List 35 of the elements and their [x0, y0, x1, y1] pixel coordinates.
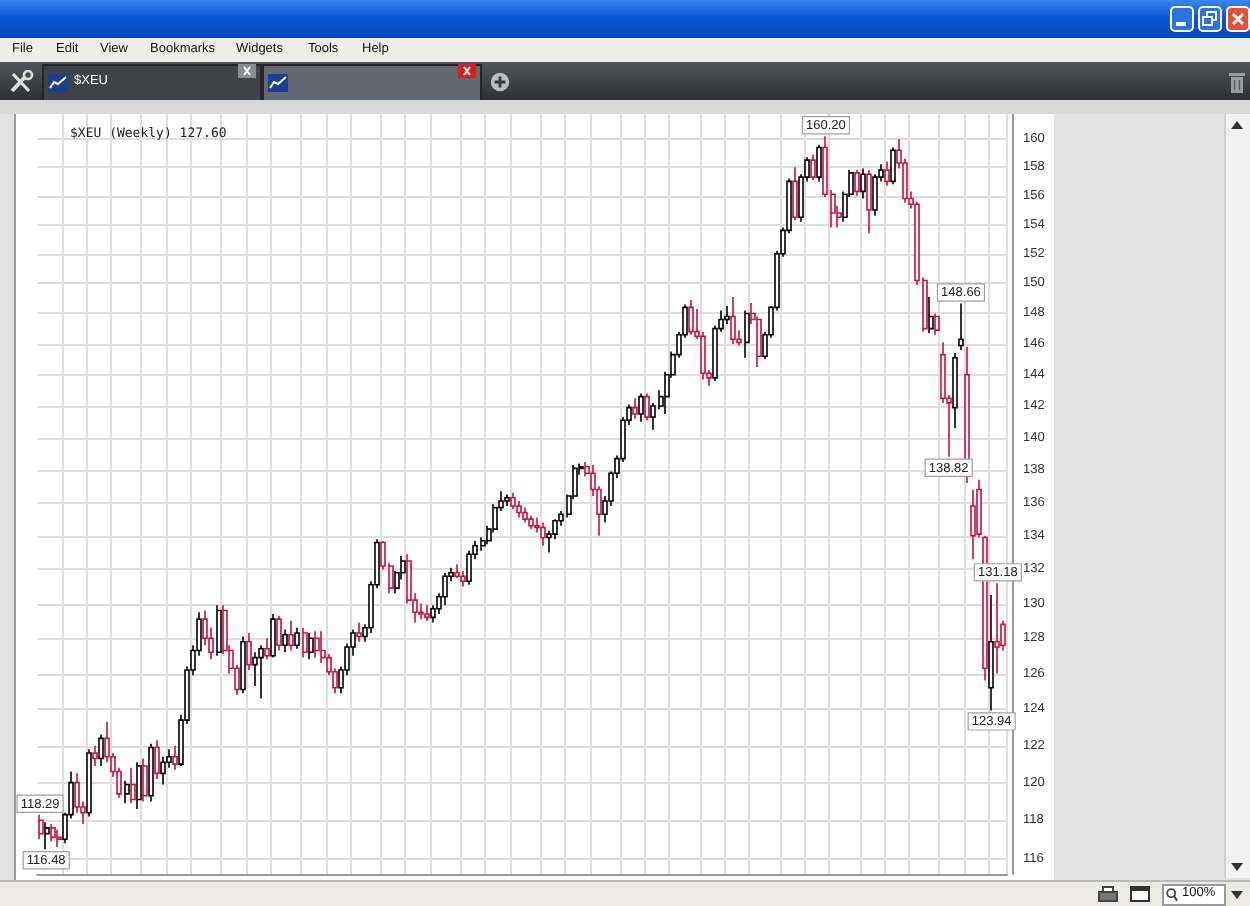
candlestick: [522, 506, 528, 524]
candlestick: [442, 572, 448, 607]
candlestick: [504, 493, 510, 507]
candlestick: [454, 563, 460, 579]
candlestick: [632, 397, 638, 420]
candlestick: [50, 823, 56, 843]
candlestick: [148, 743, 154, 803]
candlestick: [130, 767, 136, 805]
candlestick: [730, 296, 736, 345]
candlestick: [866, 169, 872, 235]
candlestick: [136, 761, 142, 810]
candlestick: [688, 299, 694, 336]
candlestick: [276, 614, 282, 652]
candlestick: [86, 748, 92, 818]
candlestick: [240, 635, 246, 694]
candlestick: [854, 169, 860, 197]
candlestick: [644, 392, 650, 422]
candlestick: [270, 613, 276, 659]
candlestick: [288, 620, 294, 652]
candlestick: [424, 604, 430, 622]
candlestick: [258, 644, 264, 700]
candlestick: [528, 515, 534, 530]
candlestick: [294, 627, 300, 650]
candlestick: [810, 153, 816, 181]
candlestick: [744, 309, 750, 359]
candlestick: [516, 500, 522, 519]
candlestick: [314, 630, 320, 659]
candlestick: [970, 488, 976, 561]
candlestick: [302, 627, 308, 659]
candlestick: [216, 604, 222, 657]
candlestick: [540, 521, 546, 547]
candlestick: [510, 491, 516, 511]
candlestick: [308, 632, 314, 661]
candlestick: [638, 392, 644, 423]
candlestick: [890, 146, 896, 186]
